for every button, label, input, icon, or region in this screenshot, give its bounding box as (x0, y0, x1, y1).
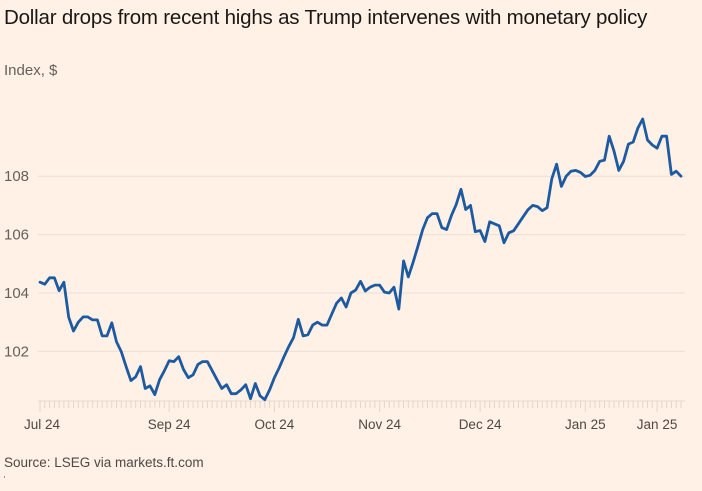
x-tick-label: Oct 24 (255, 417, 295, 432)
x-tick-label: Jan 25 (637, 417, 678, 432)
y-tick-label: 102 (4, 343, 29, 360)
chart-subtitle: Index, $ (4, 62, 58, 79)
line-chart: 102 104 106 108 Jul 24 Sep 24 Oct 24 Nov 24 Dec… (4, 117, 685, 432)
x-tick-label: Jul 24 (24, 417, 61, 432)
series-group (38, 117, 683, 401)
y-axis: 102 104 106 108 (4, 168, 29, 360)
x-axis: Jul 24 Sep 24 Oct 24 Nov 24 Dec 24 Jan 25 Jan … (24, 400, 685, 432)
y-tick-label: 108 (4, 168, 29, 185)
y-tick-label: 106 (4, 227, 29, 244)
x-tick-label: Nov 24 (358, 417, 401, 432)
chart-title: Dollar drops from recent highs as Trump … (4, 6, 648, 29)
source-note: Source: LSEG via markets.ft.com (4, 455, 204, 470)
gridlines (38, 175, 685, 352)
footer-mark (4, 476, 5, 478)
series-line-us-dollar-index (38, 117, 683, 401)
x-tick-label: Sep 24 (148, 417, 191, 432)
y-tick-label: 104 (4, 285, 29, 302)
x-tick-label: Dec 24 (459, 417, 502, 432)
x-tick-label: Jan 25 (565, 417, 606, 432)
